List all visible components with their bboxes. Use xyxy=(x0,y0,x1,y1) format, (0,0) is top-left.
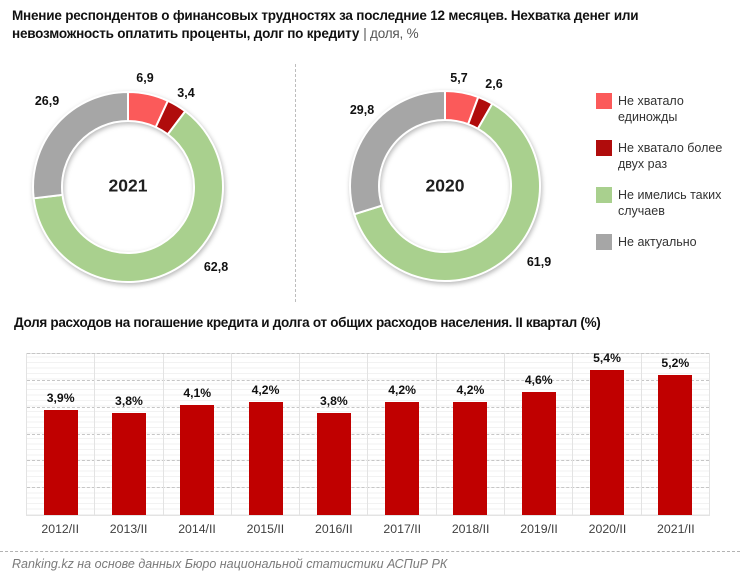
donut-value-label: 29,8 xyxy=(349,103,375,117)
x-axis-label: 2013/II xyxy=(109,522,148,536)
x-axis-label: 2015/II xyxy=(246,522,285,536)
legend-item-label: Не хватало более двух раз xyxy=(618,141,723,171)
donut-2020 xyxy=(349,89,541,283)
bar-cell: 4,2% xyxy=(368,354,437,515)
bar-value-label: 4,2% xyxy=(456,383,485,398)
x-axis-label: 2012/II xyxy=(41,522,79,536)
bar-chart-title: Доля расходов на погашение кредита и дол… xyxy=(14,315,601,330)
legend-item-label: Не имелись таких случаев xyxy=(618,188,722,218)
bar-cell: 3,8% xyxy=(95,354,164,515)
donut-slice xyxy=(349,89,446,216)
bar-chart-plot: 3,9% 3,8% 4,1% 4,2% 3,8% 4,2% 4,2% 4,6% 5,4% 5,2% xyxy=(26,351,710,516)
x-axis-labels: 2012/II 2013/II 2014/II 2015/II 2016/II 2017/… xyxy=(26,522,710,536)
bar-cell: 4,1% xyxy=(164,354,232,515)
donut-value-label: 3,4 xyxy=(177,86,195,100)
bar-value-label: 3,8% xyxy=(319,394,348,409)
bar-value-label: 5,2% xyxy=(661,356,690,371)
bar-cell: 4,2% xyxy=(437,354,506,515)
donut-value-label: 5,7 xyxy=(450,71,468,85)
x-axis-label: 2014/II xyxy=(178,522,216,536)
bar xyxy=(453,402,488,515)
bar xyxy=(658,375,693,515)
main-title-line2-bold: невозможность оплатить проценты, долг по… xyxy=(12,25,360,41)
donut-2021 xyxy=(32,90,225,283)
donut-slice xyxy=(32,90,129,200)
bar-cell: 5,2% xyxy=(642,354,709,515)
section-divider xyxy=(295,64,296,302)
bar-value-label: 4,1% xyxy=(183,385,212,400)
bar-chart-cells: 3,9% 3,8% 4,1% 4,2% 3,8% 4,2% 4,2% 4,6% 5,4% 5,2% xyxy=(27,351,709,515)
legend-color-chip xyxy=(596,140,612,156)
bar-cell: 5,4% xyxy=(573,351,642,515)
donut-charts-svg xyxy=(32,89,541,283)
source-attribution: Ranking.kz на основе данных Бюро национа… xyxy=(12,557,448,571)
donut-value-label: 26,9 xyxy=(34,94,60,108)
legend-color-chip xyxy=(596,187,612,203)
x-axis-label: 2019/II xyxy=(520,522,558,536)
bar-value-label: 5,4% xyxy=(593,351,621,366)
bar xyxy=(521,391,556,515)
legend-item: Не хватало единожды xyxy=(596,93,724,125)
bar xyxy=(316,413,351,515)
x-axis-label: 2017/II xyxy=(383,522,422,536)
legend-item-label: Не актуально xyxy=(618,235,697,249)
bar xyxy=(385,402,420,515)
major-gridline xyxy=(27,353,709,354)
donut-center-year-2021: 2021 xyxy=(108,175,148,196)
main-title: Мнение респондентов о финансовых труднос… xyxy=(12,7,732,43)
x-axis-label: 2020/II xyxy=(588,522,627,536)
donut-center-year-2020: 2020 xyxy=(425,175,465,196)
donut-value-label: 62,8 xyxy=(203,260,229,274)
bar-cell: 4,6% xyxy=(505,354,574,515)
x-axis-label: 2021/II xyxy=(657,522,695,536)
donut-value-label: 6,9 xyxy=(136,71,154,85)
legend-item: Не имелись таких случаев xyxy=(596,187,724,219)
bar xyxy=(180,404,215,515)
main-title-line1: Мнение респондентов о финансовых труднос… xyxy=(12,8,639,23)
bar-value-label: 4,2% xyxy=(251,383,280,398)
legend-color-chip xyxy=(596,93,612,109)
bar xyxy=(248,402,283,515)
legend-item: Не хватало более двух раз xyxy=(596,140,724,172)
legend-item: Не актуально xyxy=(596,234,724,250)
x-axis-label: 2016/II xyxy=(315,522,353,536)
donut-slice xyxy=(32,109,225,283)
main-title-line2: невозможность оплатить проценты, долг по… xyxy=(12,25,732,43)
legend-item-label: Не хватало единожды xyxy=(618,94,684,124)
bar xyxy=(43,410,78,515)
bar-value-label: 3,8% xyxy=(115,394,143,409)
donut-value-label: 2,6 xyxy=(485,77,503,91)
bar-cell: 3,9% xyxy=(27,354,96,515)
donut-slice xyxy=(353,102,541,283)
bar xyxy=(590,370,625,515)
bar-value-label: 3,9% xyxy=(46,391,75,406)
main-title-units: | доля, % xyxy=(363,25,419,41)
bar-cell: 4,2% xyxy=(232,354,301,515)
legend-color-chip xyxy=(596,234,612,250)
bar xyxy=(111,413,146,515)
x-axis-label: 2018/II xyxy=(451,522,490,536)
legend: Не хватало единожды Не хватало более двух… xyxy=(596,93,724,265)
bar-cell: 3,8% xyxy=(300,354,369,515)
donut-value-label: 61,9 xyxy=(526,255,552,269)
bar-value-label: 4,6% xyxy=(524,372,553,387)
footer-divider xyxy=(0,551,740,552)
bar-value-label: 4,2% xyxy=(388,383,417,398)
